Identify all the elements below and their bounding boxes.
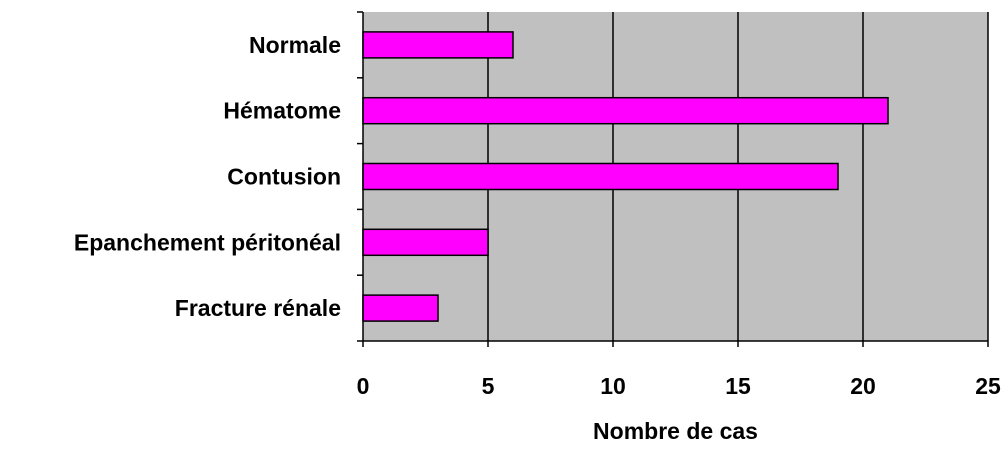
- x-tick-label: 10: [600, 373, 626, 399]
- bars: [362, 31, 889, 322]
- bar: [362, 31, 514, 59]
- bar: [362, 96, 889, 125]
- category-label: Fracture rénale: [175, 295, 341, 321]
- x-tick-label: 5: [482, 373, 495, 399]
- bar: [362, 228, 489, 257]
- x-tick-label: 25: [975, 373, 1001, 399]
- x-tick-labels: 0 5 10 15 20 25: [357, 373, 1001, 399]
- category-label: Hématome: [223, 98, 341, 124]
- x-tick-label: 20: [850, 373, 876, 399]
- bar: [362, 294, 439, 322]
- x-tick-label: 0: [357, 373, 370, 399]
- x-tick-label: 15: [725, 373, 751, 399]
- category-labels: Normale Hématome Contusion Epanchement péri…: [74, 32, 341, 321]
- x-axis-title: Nombre de cas: [593, 418, 758, 444]
- category-label: Normale: [249, 32, 341, 58]
- bar: [362, 162, 839, 191]
- category-label: Epanchement péritonéal: [74, 229, 341, 255]
- category-label: Contusion: [227, 164, 341, 190]
- axes: [357, 11, 989, 347]
